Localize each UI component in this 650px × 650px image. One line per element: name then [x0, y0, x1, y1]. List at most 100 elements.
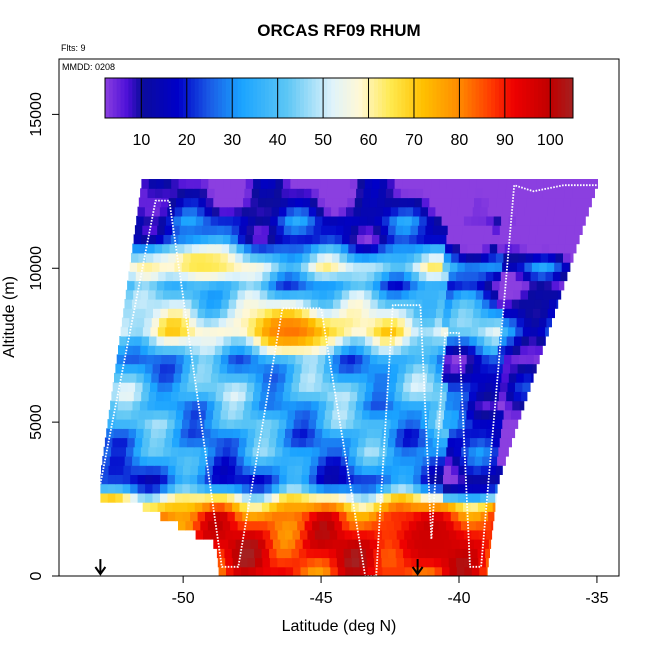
heatmap-cell: [523, 372, 532, 383]
heatmap-cell: [458, 252, 467, 263]
heatmap-cell: [162, 400, 171, 411]
heatmap-cell: [122, 474, 131, 485]
heatmap-cell: [254, 502, 263, 512]
heatmap-cell: [335, 437, 344, 448]
heatmap-cell: [272, 511, 281, 522]
heatmap-cell: [217, 326, 226, 337]
heatmap-cell: [466, 465, 474, 475]
heatmap-cell: [231, 336, 239, 346]
heatmap-cell: [514, 280, 523, 291]
heatmap-cell: [434, 566, 443, 576]
colorbar-segment: [358, 78, 363, 118]
heatmap-cell: [132, 400, 141, 411]
heatmap-cell: [157, 382, 166, 392]
heatmap-cell: [277, 271, 286, 282]
heatmap-cell: [321, 502, 330, 512]
heatmap-cell: [284, 548, 292, 559]
heatmap-cell: [428, 252, 437, 263]
heatmap-cell: [456, 557, 465, 568]
heatmap-cell: [408, 400, 417, 411]
heatmap-cell: [207, 345, 216, 355]
heatmap-cell: [472, 262, 481, 272]
heatmap-cell: [432, 437, 441, 448]
heatmap-cell: [370, 400, 379, 411]
heatmap-cell: [219, 363, 228, 374]
heatmap-cell: [366, 428, 375, 439]
heatmap-cell: [477, 437, 486, 448]
heatmap-cell: [489, 354, 498, 365]
heatmap-cell: [263, 372, 271, 383]
heatmap-cell: [245, 446, 254, 457]
heatmap-cell: [128, 428, 137, 439]
heatmap-cell: [391, 252, 400, 263]
heatmap-cell: [160, 511, 169, 522]
heatmap-cell: [375, 206, 384, 217]
heatmap-cell: [149, 336, 157, 346]
heatmap-cell: [247, 428, 256, 439]
heatmap-cell: [190, 409, 199, 420]
heatmap-cell: [459, 197, 468, 208]
heatmap-cell: [244, 289, 253, 300]
heatmap-cell: [507, 382, 516, 392]
heatmap-cell: [325, 299, 334, 309]
heatmap-cell: [462, 437, 471, 448]
heatmap-cell: [111, 446, 120, 457]
heatmap-cell: [250, 197, 259, 208]
heatmap-cell: [320, 336, 329, 346]
heatmap-cell: [287, 409, 296, 420]
heatmap-cell: [425, 437, 434, 448]
heatmap-cell: [208, 336, 217, 346]
heatmap-cell: [291, 548, 300, 559]
colorbar-segment: [346, 78, 352, 118]
heatmap-cell: [156, 336, 165, 346]
heatmap-cell: [302, 354, 311, 365]
heatmap-cell: [269, 548, 278, 559]
heatmap-cell: [310, 456, 319, 466]
heatmap-cell: [535, 234, 544, 245]
heatmap-cell: [470, 326, 479, 337]
heatmap-cell: [158, 372, 167, 383]
colorbar-segment: [459, 78, 465, 118]
heatmap-cell: [485, 548, 490, 559]
heatmap-cell: [199, 243, 208, 254]
heatmap-cell: [448, 529, 457, 540]
heatmap-cell: [421, 465, 430, 475]
heatmap-cell: [222, 188, 230, 199]
heatmap-cell: [256, 206, 265, 217]
heatmap-cell: [466, 409, 475, 420]
x-tick-label: -40: [447, 590, 470, 607]
heatmap-cell: [545, 271, 554, 282]
heatmap-cell: [210, 529, 219, 540]
heatmap-cell: [163, 179, 172, 189]
heatmap-cell: [539, 262, 548, 272]
heatmap-cell: [376, 483, 384, 494]
heatmap-cell: [237, 234, 246, 245]
heatmap-cell: [328, 280, 337, 291]
heatmap-cell: [435, 511, 444, 522]
heatmap-cell: [308, 483, 317, 494]
heatmap-cell: [201, 437, 210, 448]
heatmap-cell: [436, 308, 444, 319]
heatmap-cell: [151, 372, 160, 383]
heatmap-cell: [324, 409, 333, 420]
heatmap-cell: [385, 400, 394, 411]
heatmap-cell: [399, 539, 408, 549]
heatmap-cell: [311, 400, 320, 411]
heatmap-cell: [344, 271, 353, 282]
heatmap-cell: [312, 289, 320, 300]
heatmap-cell: [554, 262, 563, 272]
heatmap-cell: [548, 252, 557, 263]
colorbar-segment: [378, 78, 383, 118]
heatmap-cell: [383, 483, 392, 494]
heatmap-cell: [122, 492, 131, 503]
heatmap-cell: [391, 308, 400, 319]
heatmap-cell: [475, 520, 484, 531]
heatmap-cell: [249, 419, 258, 429]
heatmap-cell: [331, 465, 340, 475]
heatmap-cell: [396, 557, 405, 568]
heatmap-cell: [306, 382, 315, 392]
heatmap-cell: [471, 271, 479, 282]
heatmap-cell: [435, 363, 444, 374]
heatmap-cell: [366, 326, 375, 337]
colorbar-segment: [315, 78, 320, 118]
